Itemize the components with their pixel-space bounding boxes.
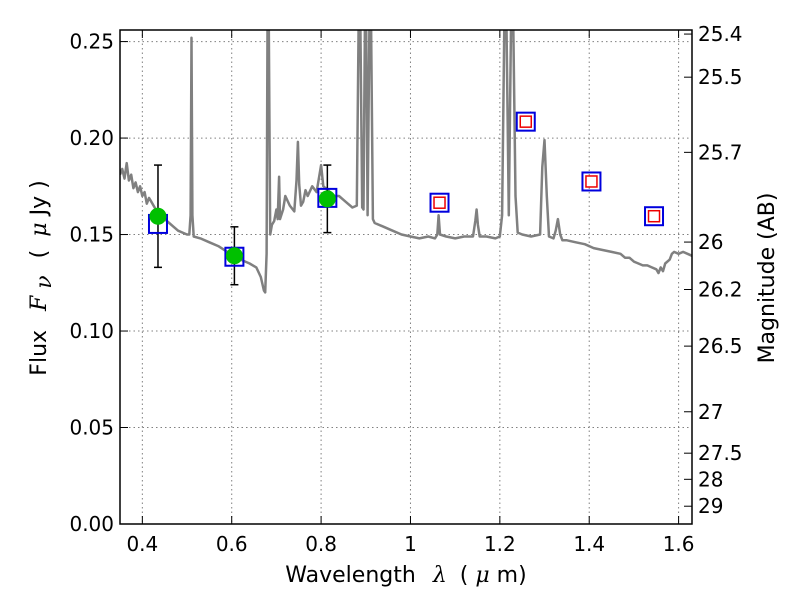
measured-flux-point <box>318 190 336 208</box>
measured-flux-point <box>149 207 167 225</box>
mag-tick-label: 28 <box>698 467 723 491</box>
model-spectrum-line <box>120 30 692 294</box>
y-axis-label: Flux F ν ( μ Jy ) <box>27 180 57 375</box>
y-tick-label: 0.10 <box>69 319 114 343</box>
y-tick-label: 0.20 <box>69 126 114 150</box>
mag-tick-label: 26 <box>698 230 723 254</box>
mag-tick-label: 26.2 <box>698 278 743 302</box>
measured-flux-point <box>225 247 243 265</box>
x-tick-label: 0.4 <box>126 532 158 556</box>
y-axis-label-rest: Jy ) <box>27 180 52 217</box>
nir-flux-marker <box>433 196 446 209</box>
model-flux-box <box>515 111 536 132</box>
x-axis-label-text: Wavelength <box>285 563 416 588</box>
x-axis-label-symbol: λ <box>432 563 447 588</box>
model-flux-box <box>581 171 602 192</box>
x-axis-label-unit-rest: m) <box>497 563 527 588</box>
model-flux-box <box>644 206 665 227</box>
axes: 0.4 0.6 0.8 1 1.2 1.4 1.6 0.00 0.05 0.10 0.15 0.20 0… <box>69 22 742 556</box>
y-axis-label-subscript: ν <box>32 275 57 288</box>
plot-frame <box>119 29 693 525</box>
mag-tick-label: 27.5 <box>698 441 743 465</box>
mag-tick-label: 29 <box>698 494 723 518</box>
photometry-points <box>147 111 665 286</box>
y-axis-label-open: ( <box>27 250 52 259</box>
y-tick-label: 0.00 <box>69 512 114 536</box>
spectrum-line-group <box>120 30 692 294</box>
x-axis-label-unit-open: ( <box>460 563 469 588</box>
x-tick-label: 0.6 <box>216 532 248 556</box>
nir-flux-marker <box>519 115 533 128</box>
x-tick-label: 1.6 <box>663 532 695 556</box>
y-axis-label-mu: μ <box>27 222 52 236</box>
mag-tick-label: 25.7 <box>698 140 743 164</box>
nir-flux-marker <box>647 209 661 223</box>
x-tick-label: 1.4 <box>573 532 605 556</box>
mag-tick-label: 25.5 <box>698 65 743 89</box>
y-tick-label: 0.05 <box>69 416 114 440</box>
x-axis-label: Wavelength λ ( μ m) <box>285 563 526 588</box>
mag-tick-label: 26.5 <box>698 334 743 358</box>
y-axis-label-symbol: F <box>27 295 52 312</box>
nir-flux-marker <box>585 175 598 188</box>
y-tick-label: 0.25 <box>69 30 114 54</box>
model-flux-box <box>429 192 450 213</box>
mag-tick-label: 25.4 <box>698 22 743 46</box>
x-tick-label: 0.8 <box>305 532 337 556</box>
y-axis-label-text: Flux <box>27 330 52 376</box>
y-tick-label: 0.15 <box>69 223 114 247</box>
x-tick-label: 1 <box>404 532 417 556</box>
mag-tick-label: 27 <box>698 400 723 424</box>
y2-axis-label: Magnitude (AB) <box>755 193 780 364</box>
x-tick-label: 1.2 <box>484 532 516 556</box>
x-axis-label-unit-mu: μ <box>475 563 489 588</box>
